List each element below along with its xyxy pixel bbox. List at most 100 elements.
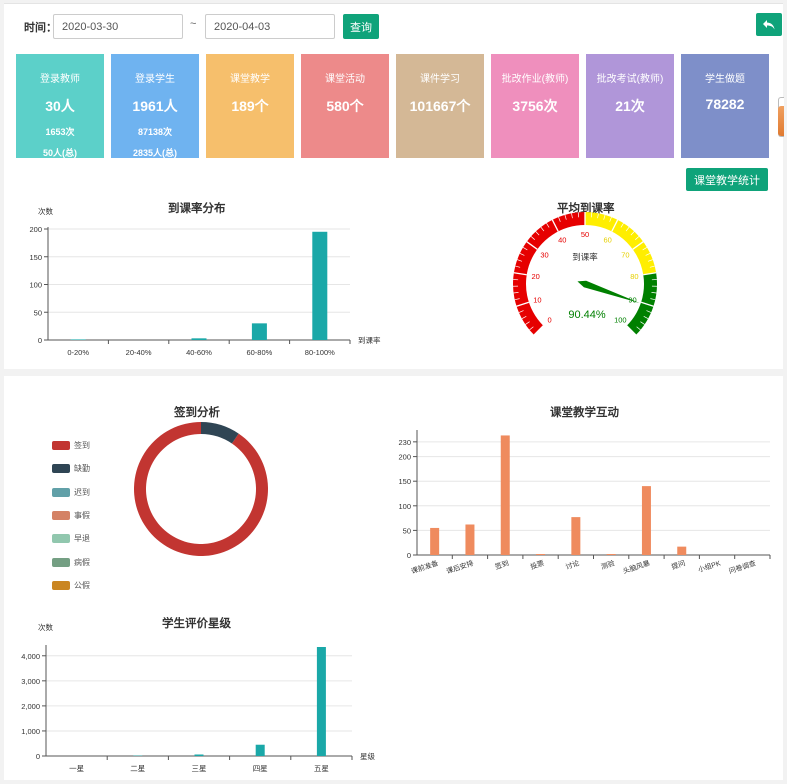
- legend-label: 事假: [74, 511, 90, 521]
- legend-item[interactable]: 公假: [52, 574, 90, 597]
- gauge-title: 平均到课率: [557, 203, 615, 215]
- legend-item[interactable]: 迟到: [52, 481, 90, 504]
- legend-item[interactable]: 病假: [52, 550, 90, 573]
- legend-label: 公假: [74, 580, 90, 590]
- gauge-tick-label: 0: [548, 315, 552, 324]
- stat-card[interactable]: 登录学生 1961人 87138次 2835人(总): [111, 54, 199, 158]
- card-total-value: 2835人(总): [132, 148, 178, 158]
- stat-card[interactable]: 批改考试(教师) 21次: [586, 54, 674, 158]
- x-tick-label: 20-40%: [126, 348, 152, 357]
- gauge-tick: [645, 253, 651, 256]
- bar: [606, 554, 616, 555]
- gauge-tick: [647, 259, 653, 262]
- card-title: 学生做题: [705, 74, 745, 85]
- gauge-tick-label: 30: [540, 251, 548, 260]
- gauge-tick: [540, 226, 545, 232]
- y-tick-label: 0: [36, 752, 40, 761]
- signin-legend: 签到 缺勤 迟到事假早退 病假公假: [52, 434, 90, 597]
- bar: [312, 231, 328, 340]
- card-sub-value: 87138次: [137, 127, 173, 137]
- card-title: 登录学生: [135, 74, 175, 85]
- x-tick-label: 60-80%: [246, 348, 272, 357]
- bar: [571, 517, 581, 555]
- gauge-tick: [640, 321, 645, 325]
- legend-item[interactable]: 事假: [52, 504, 90, 527]
- gauge-tick: [609, 216, 612, 222]
- y-tick-label: 1,000: [21, 727, 40, 736]
- gauge-tick-label: 80: [630, 272, 638, 281]
- back-button[interactable]: [756, 13, 782, 36]
- gauge-tick: [651, 292, 657, 294]
- card-total-value: 50人(总): [42, 148, 77, 158]
- legend-item[interactable]: 签到: [52, 434, 90, 457]
- card-title: 批改考试(教师): [596, 74, 664, 85]
- gauge-tick-label: 90: [628, 295, 636, 304]
- gauge-tick: [526, 241, 538, 250]
- gauge-tick: [640, 301, 654, 307]
- y-tick-label: 150: [29, 253, 42, 262]
- bar: [641, 486, 651, 555]
- query-button[interactable]: 查询: [343, 14, 379, 39]
- y-tick-label: 0: [407, 551, 411, 560]
- y-tick-label: 2,000: [21, 702, 40, 711]
- legend-swatch: [52, 511, 70, 521]
- bar: [677, 546, 687, 555]
- gauge-tick: [522, 247, 528, 251]
- legend-swatch: [52, 441, 70, 451]
- bar: [191, 338, 207, 340]
- teaching-statistics-button[interactable]: 课堂教学统计: [686, 168, 768, 191]
- stat-card[interactable]: 课堂教学 189个: [206, 54, 294, 158]
- interaction-title: 课堂教学互动: [550, 407, 619, 419]
- card-sub-value: 1653次: [45, 127, 75, 137]
- gauge-needle: [577, 280, 640, 304]
- bar: [430, 527, 440, 555]
- stat-card[interactable]: 课件学习 101667个: [396, 54, 484, 158]
- legend-swatch: [52, 487, 70, 497]
- x-tick-label: 40-60%: [186, 348, 212, 357]
- y-tick-label: 0: [38, 336, 42, 345]
- stat-card[interactable]: 批改作业(教师) 3756次: [491, 54, 579, 158]
- card-value: 78282: [705, 96, 745, 112]
- gauge-tick: [636, 326, 641, 331]
- gauge-name: 到课率: [572, 252, 598, 262]
- bar: [465, 524, 475, 555]
- start-date-input[interactable]: [53, 14, 183, 39]
- legend-item[interactable]: 缺勤: [52, 457, 90, 480]
- y-tick-label: 50: [34, 308, 42, 317]
- gauge-tick: [558, 216, 561, 222]
- gauge-tick: [571, 213, 573, 219]
- x-tick-label: 五星: [314, 764, 329, 773]
- legend-swatch: [52, 580, 70, 590]
- card-value: 101667个: [409, 98, 471, 114]
- bar: [255, 744, 265, 756]
- analysis-panel: 签到分析 签到 缺勤 迟到 事假 早退 病假 公假 课堂教学互动 0 50 100 150 200 2…: [4, 376, 783, 780]
- bar: [316, 647, 326, 756]
- time-label: 时间：: [24, 22, 57, 34]
- signin-title: 签到分析: [174, 407, 220, 419]
- x-tick-label: 三星: [192, 764, 207, 773]
- x-tick-label: 一星: [69, 764, 84, 773]
- x-tick-label: 80-100%: [305, 348, 335, 357]
- end-date-input[interactable]: [205, 14, 335, 39]
- gauge-tick: [521, 315, 527, 319]
- x-tick-label: 二星: [130, 764, 145, 773]
- legend-item[interactable]: 早退: [52, 527, 90, 550]
- gauge-tick: [635, 236, 640, 240]
- y-axis-label: 次数: [38, 206, 53, 216]
- stat-card[interactable]: 课堂活动 580个: [301, 54, 389, 158]
- gauge-tick-label: 50: [581, 230, 589, 239]
- gauge-tick: [611, 219, 619, 232]
- card-value: 580个: [326, 98, 364, 114]
- stat-card[interactable]: 学生做题 78282: [681, 54, 769, 158]
- y-tick-label: 3,000: [21, 677, 40, 686]
- gauge-tick: [518, 310, 524, 313]
- legend-swatch: [52, 464, 70, 474]
- gauge-tick: [646, 310, 652, 313]
- attendance-dist-title: 到课率分布: [168, 203, 226, 215]
- stat-card[interactable]: 登录教师 30人 1653次 50人(总): [16, 54, 104, 158]
- gauge-tick-label: 60: [604, 235, 612, 244]
- x-tick-label: 四星: [253, 764, 268, 773]
- card-value: 1961人: [132, 98, 178, 114]
- gauge-tick: [643, 272, 657, 276]
